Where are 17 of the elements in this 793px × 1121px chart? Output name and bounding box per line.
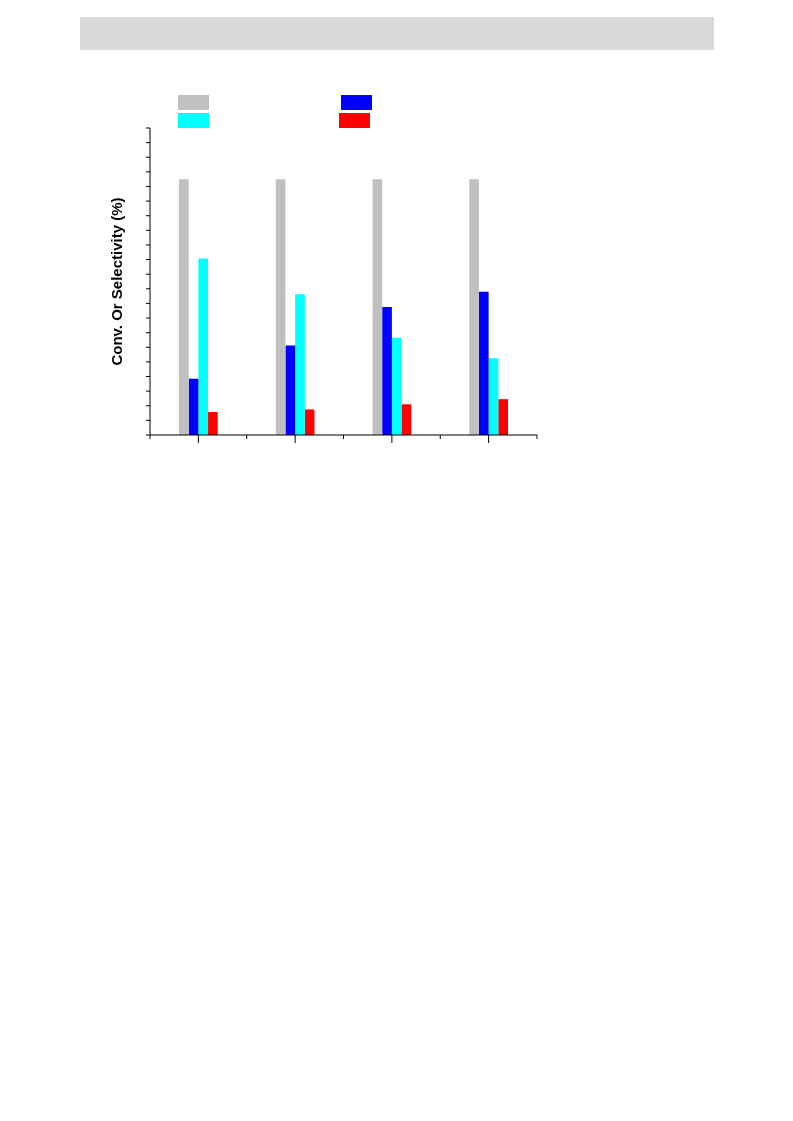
bar [372,179,383,435]
bar [179,179,189,435]
bar [285,345,296,435]
bar [304,409,315,435]
bar [295,294,305,435]
bar [198,258,209,435]
bar [401,404,412,435]
bar [391,337,402,435]
bar [208,411,218,435]
bar [488,358,499,435]
bar [498,399,508,435]
bar [188,378,199,435]
y-axis-title: Conv. Or Selectivity (%) [108,197,126,366]
bar [382,307,392,435]
bar [275,179,286,435]
bar [478,291,489,435]
bar [469,179,479,435]
